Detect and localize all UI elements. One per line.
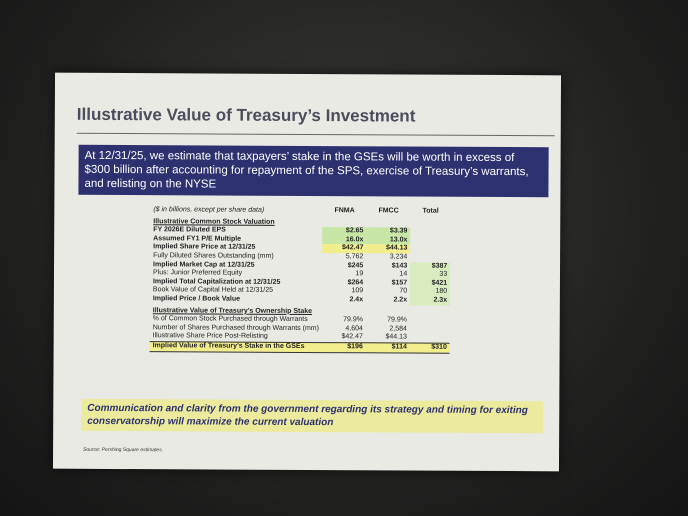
cell: 2.4x bbox=[349, 296, 364, 304]
cell: $387 bbox=[410, 262, 451, 271]
cell bbox=[410, 228, 450, 237]
title-rule bbox=[76, 132, 555, 137]
banner: At 12/31/25, we estimate that taxpayers’… bbox=[78, 144, 549, 198]
slide-title: Illustrative Value of Treasury’s Investm… bbox=[76, 104, 416, 126]
cell bbox=[410, 334, 450, 343]
cell: 180 bbox=[410, 287, 451, 297]
cell: $196 bbox=[321, 342, 366, 353]
column-header: FMCC bbox=[378, 207, 399, 215]
cell: 13.0x bbox=[366, 236, 411, 245]
row-label: Implied Value of Treasury’s Stake in the… bbox=[149, 341, 322, 353]
cell: $2.65 bbox=[322, 227, 367, 237]
cell: 16.0x bbox=[322, 235, 367, 245]
cell bbox=[410, 317, 450, 326]
cell: 70 bbox=[399, 287, 408, 295]
column-header: Total bbox=[422, 207, 439, 215]
cell: $44.13 bbox=[385, 333, 407, 341]
column-header: FNMA bbox=[334, 207, 355, 215]
cell: 79.9% bbox=[387, 316, 408, 324]
cell: $157 bbox=[391, 279, 408, 287]
cell: 79.9% bbox=[343, 316, 364, 324]
row-label: Implied Price / Book Value bbox=[152, 295, 241, 303]
column-header: ($ in billions, except per share data) bbox=[153, 206, 265, 214]
row-label: Fully Diluted Shares Outstanding (mm) bbox=[153, 252, 274, 260]
callout: Communication and clarity from the gover… bbox=[81, 398, 544, 434]
table-row: Implied Value of Treasury’s Stake in the… bbox=[149, 341, 450, 353]
cell: $44.13 bbox=[366, 244, 411, 254]
cell: $310 bbox=[409, 342, 450, 353]
valuation-table: ($ in billions, except per share data) FN… bbox=[149, 206, 451, 353]
cell: 4,604 bbox=[345, 324, 363, 333]
cell: $245 bbox=[347, 261, 364, 269]
cell: $3.39 bbox=[366, 227, 411, 237]
source-note: Source: Pershing Square estimates. bbox=[83, 446, 164, 454]
cell: $114 bbox=[365, 342, 410, 353]
cell: $42.47 bbox=[341, 333, 363, 341]
cell bbox=[410, 236, 450, 245]
cell: 5,762 bbox=[345, 253, 364, 261]
cell: 14 bbox=[399, 270, 408, 278]
cell: 2,584 bbox=[389, 325, 407, 333]
row-label: Illustrative Share Price Post-Relisting bbox=[152, 332, 268, 341]
cell bbox=[410, 325, 450, 334]
cell: $42.47 bbox=[322, 244, 367, 254]
cell: 109 bbox=[351, 287, 364, 295]
cell bbox=[410, 254, 450, 263]
cell: 2.3x bbox=[410, 296, 451, 306]
cell: 33 bbox=[410, 270, 451, 280]
cell: $421 bbox=[410, 279, 451, 289]
cell bbox=[410, 245, 450, 254]
cell: 3,234 bbox=[389, 253, 408, 261]
cell: 2.2x bbox=[393, 296, 408, 304]
cell: $143 bbox=[391, 262, 408, 270]
cell: 19 bbox=[355, 270, 364, 278]
slide: Illustrative Value of Treasury’s Investm… bbox=[52, 72, 562, 472]
cell: $264 bbox=[347, 278, 364, 287]
